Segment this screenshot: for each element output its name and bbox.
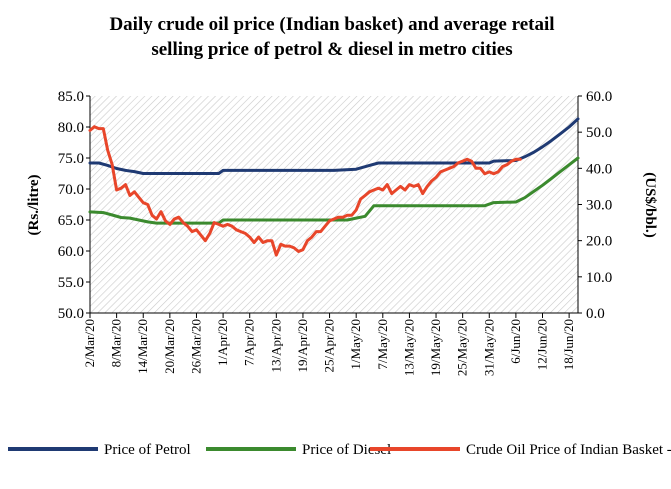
x-tick-label: 14/Mar/20 xyxy=(135,319,150,374)
x-tick-label: 7/May/20 xyxy=(375,319,390,370)
chart-title-line-1: Daily crude oil price (Indian basket) an… xyxy=(109,14,554,35)
y-tick-label-left: 55.0 xyxy=(58,275,84,291)
x-tick-label: 20/Mar/20 xyxy=(162,319,177,374)
legend-crude-oil-label: Crude Oil Price of Indian Basket -RHS xyxy=(466,442,671,458)
y-tick-label-right: 10.0 xyxy=(586,270,612,286)
y-tick-label-right: 0.0 xyxy=(586,306,605,322)
x-tick-label: 6/Jun/20 xyxy=(508,319,523,364)
y-tick-label-left: 50.0 xyxy=(58,306,84,322)
x-tick-label: 26/Mar/20 xyxy=(188,319,203,374)
x-tick-label: 1/Apr/20 xyxy=(215,319,230,366)
x-tick-label: 1/May/20 xyxy=(348,319,363,370)
x-tick-label: 25/Apr/20 xyxy=(322,319,337,372)
y-tick-label-right: 30.0 xyxy=(586,198,612,214)
x-tick-label: 18/Jun/20 xyxy=(561,319,576,370)
y-tick-label-left: 75.0 xyxy=(58,151,84,167)
y-tick-label-right: 40.0 xyxy=(586,161,612,177)
y-tick-label-right: 20.0 xyxy=(586,234,612,250)
x-tick-label: 13/May/20 xyxy=(401,319,416,376)
chart-title-line-2: selling price of petrol & diesel in metr… xyxy=(151,39,512,60)
y-axis-right-title: (US$/bbl.) xyxy=(642,172,658,237)
petrol-price-line xyxy=(88,117,580,175)
plot-area xyxy=(90,96,578,313)
y-tick-label-left: 70.0 xyxy=(58,182,84,198)
y-tick-label-right: 50.0 xyxy=(586,125,612,141)
x-tick-label: 8/Mar/20 xyxy=(109,319,124,367)
x-tick-label: 31/May/20 xyxy=(481,319,496,376)
x-tick-label: 13/Apr/20 xyxy=(268,319,283,372)
y-tick-label-left: 65.0 xyxy=(58,213,84,229)
legend-petrol-label: Price of Petrol xyxy=(104,442,191,458)
x-tick-label: 25/May/20 xyxy=(455,319,470,376)
x-tick-label: 12/Jun/20 xyxy=(535,319,550,370)
x-tick-label: 7/Apr/20 xyxy=(242,319,257,366)
y-tick-label-left: 85.0 xyxy=(58,89,84,105)
y-tick-label-left: 80.0 xyxy=(58,120,84,136)
y-tick-label-right: 60.0 xyxy=(586,89,612,105)
y-tick-label-left: 60.0 xyxy=(58,244,84,260)
diesel-price-line xyxy=(88,156,580,225)
legend-diesel-label: Price of Diesel xyxy=(302,442,391,458)
y-axis-left-title: (Rs./litre) xyxy=(26,175,42,236)
x-tick-label: 19/May/20 xyxy=(428,319,443,376)
crude-oil-price-line xyxy=(88,125,522,257)
x-tick-label: 19/Apr/20 xyxy=(295,319,310,372)
x-tick-label: 2/Mar/20 xyxy=(82,319,97,367)
